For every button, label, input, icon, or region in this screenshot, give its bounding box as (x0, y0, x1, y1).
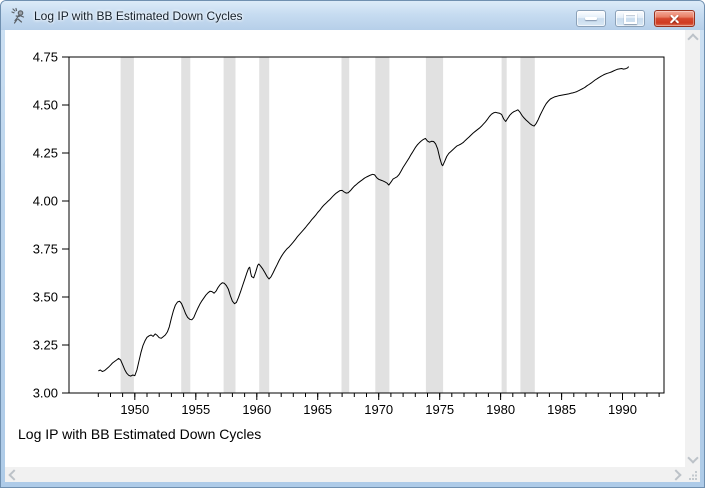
close-button[interactable] (654, 10, 695, 27)
plot-frame (68, 56, 665, 394)
x-tick-label: 1970 (364, 402, 393, 417)
y-tick-label: 4.00 (33, 194, 58, 209)
chevron-up-icon (686, 33, 699, 45)
y-tick-label: 4.75 (33, 50, 58, 65)
y-tick-label: 3.25 (33, 338, 58, 353)
chevron-left-icon (8, 468, 20, 481)
resize-grip-icon (689, 471, 697, 480)
line-chart: 3.00 3.25 3.50 3.75 4.00 4.25 4.50 4.75 1950 1955… (33, 50, 665, 417)
window-title: Log IP with BB Estimated Down Cycles (34, 8, 243, 23)
down-cycle-band (259, 57, 270, 393)
x-tick-label: 1960 (242, 402, 271, 417)
down-cycle-band (120, 57, 134, 393)
down-cycle-band (341, 57, 350, 393)
maximize-button[interactable] (615, 10, 645, 27)
y-tick-label: 3.50 (33, 290, 58, 305)
x-tick-label: 1975 (425, 402, 454, 417)
down-cycle-band (501, 57, 507, 393)
close-icon (668, 12, 681, 25)
title-bar[interactable]: Log IP with BB Estimated Down Cycles (1, 1, 704, 30)
down-cycle-band (425, 57, 444, 393)
resize-corner[interactable] (685, 467, 700, 482)
y-tick-label: 3.00 (33, 386, 58, 401)
window-controls (576, 10, 695, 27)
y-tick-label: 3.75 (33, 242, 58, 257)
chart-canvas: 3.00 3.25 3.50 3.75 4.00 4.25 4.50 4.75 1950 1955… (5, 30, 685, 467)
client-area: 3.00 3.25 3.50 3.75 4.00 4.25 4.50 4.75 1950 1955… (5, 30, 700, 482)
minimize-button[interactable] (576, 10, 606, 27)
y-tick-label: 4.25 (33, 146, 58, 161)
maximize-icon (623, 13, 637, 24)
scroll-up-button[interactable] (685, 30, 700, 45)
chart-caption: Log IP with BB Estimated Down Cycles (18, 426, 262, 442)
y-tick-label: 4.50 (33, 98, 58, 113)
down-cycle-band (375, 57, 390, 393)
x-tick-label: 1990 (608, 402, 637, 417)
down-cycle-band (520, 57, 535, 393)
horizontal-scrollbar[interactable] (5, 467, 685, 482)
chevron-down-icon (686, 452, 699, 464)
x-tick-label: 1965 (303, 402, 332, 417)
scroll-right-button[interactable] (670, 467, 685, 482)
app-icon[interactable] (10, 7, 28, 25)
down-cycle-band (223, 57, 236, 393)
x-tick-label: 1955 (181, 402, 210, 417)
minimize-icon (585, 17, 597, 20)
scroll-down-button[interactable] (685, 452, 700, 467)
down-cycle-band (181, 57, 191, 393)
scroll-left-button[interactable] (5, 467, 20, 482)
vertical-scrollbar[interactable] (685, 30, 700, 467)
series-line (98, 66, 629, 377)
chevron-right-icon (670, 468, 682, 481)
x-tick-label: 1985 (547, 402, 576, 417)
x-tick-label: 1950 (120, 402, 149, 417)
x-tick-label: 1980 (486, 402, 515, 417)
